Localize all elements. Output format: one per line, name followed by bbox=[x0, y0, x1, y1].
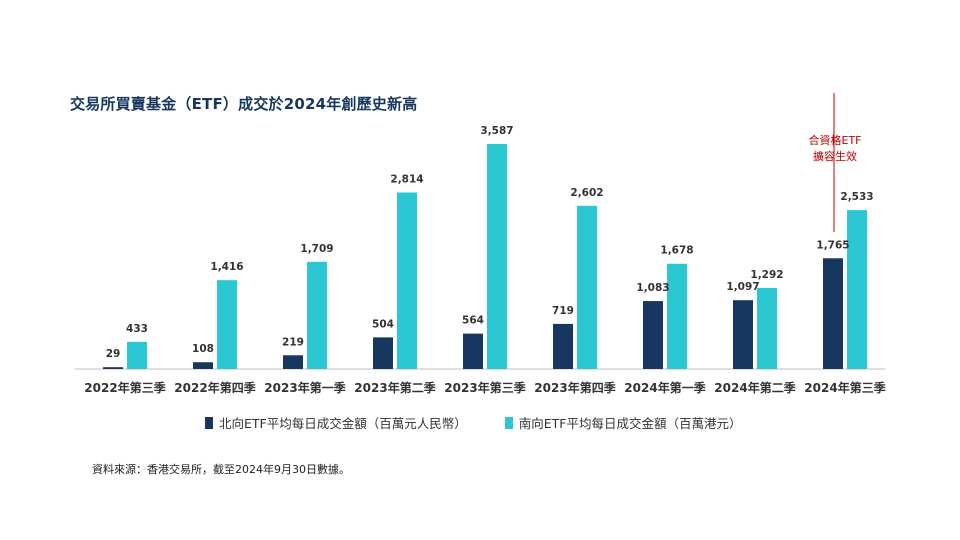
southbound-bar bbox=[847, 210, 867, 369]
chart-legend: 北向ETF平均每日成交金額（百萬元人民幣） 南向ETF平均每日成交金額（百萬港元… bbox=[205, 413, 741, 432]
legend-label-southbound: 南向ETF平均每日成交金額（百萬港元） bbox=[518, 416, 742, 431]
legend-swatch-southbound bbox=[504, 416, 513, 429]
southbound-bar bbox=[217, 280, 237, 369]
southbound-data-label: 1,678 bbox=[660, 245, 693, 257]
source-note: 資料來源：香港交易所，截至2024年9月30日數據。 bbox=[92, 463, 350, 476]
northbound-data-label: 108 bbox=[192, 343, 214, 355]
southbound-data-label: 433 bbox=[126, 323, 148, 335]
southbound-bar bbox=[127, 341, 147, 369]
x-tick-label: 2023年第一季 bbox=[264, 380, 346, 395]
southbound-data-label: 2,533 bbox=[840, 191, 873, 203]
southbound-data-label: 2,602 bbox=[570, 187, 603, 199]
x-tick-label: 2024年第二季 bbox=[714, 380, 796, 395]
northbound-data-label: 719 bbox=[552, 305, 574, 317]
southbound-bar bbox=[487, 144, 507, 369]
x-tick-label: 2022年第三季 bbox=[84, 380, 166, 395]
legend-label-northbound: 北向ETF平均每日成交金額（百萬元人民幣） bbox=[219, 416, 467, 431]
southbound-data-label: 1,709 bbox=[300, 243, 333, 255]
annotation-line1: 合資格ETF bbox=[808, 134, 862, 147]
northbound-data-label: 504 bbox=[372, 318, 394, 330]
legend-swatch-northbound bbox=[205, 416, 213, 429]
northbound-data-label: 564 bbox=[462, 315, 484, 327]
southbound-bar bbox=[667, 263, 687, 369]
southbound-data-label: 1,292 bbox=[750, 269, 783, 281]
southbound-data-label: 1,416 bbox=[210, 261, 243, 273]
southbound-data-label: 2,814 bbox=[390, 173, 423, 185]
x-tick-label: 2023年第三季 bbox=[444, 380, 526, 395]
northbound-bar bbox=[373, 337, 393, 369]
annotation-label: 合資格ETF 擴容生效 bbox=[790, 133, 880, 165]
northbound-bar bbox=[193, 362, 213, 369]
northbound-data-label: 1,097 bbox=[726, 281, 759, 293]
x-tick-label: 2024年第一季 bbox=[624, 380, 706, 395]
northbound-bar bbox=[463, 333, 483, 369]
southbound-bar bbox=[307, 261, 327, 369]
northbound-bar bbox=[733, 300, 753, 369]
x-tick-label: 2023年第四季 bbox=[534, 380, 616, 395]
chart-title: 交易所買賣基金（ETF）成交於2024年創歷史新高 bbox=[70, 95, 418, 113]
northbound-bar bbox=[643, 301, 663, 369]
southbound-data-label: 3,587 bbox=[480, 125, 513, 137]
northbound-data-label: 29 bbox=[106, 348, 121, 360]
x-tick-label: 2024年第三季 bbox=[804, 380, 886, 395]
legend-item-southbound: 南向ETF平均每日成交金額（百萬港元） bbox=[504, 413, 742, 432]
northbound-bar bbox=[553, 323, 573, 369]
annotation-line2: 擴容生效 bbox=[813, 150, 857, 163]
northbound-bar bbox=[823, 258, 843, 369]
southbound-bar bbox=[397, 192, 417, 369]
legend-item-northbound: 北向ETF平均每日成交金額（百萬元人民幣） bbox=[205, 413, 467, 432]
northbound-bar bbox=[103, 367, 123, 369]
southbound-bar bbox=[577, 205, 597, 369]
southbound-bar bbox=[757, 287, 777, 369]
x-tick-label: 2023年第二季 bbox=[354, 380, 436, 395]
x-tick-label: 2022年第四季 bbox=[174, 380, 256, 395]
northbound-data-label: 1,083 bbox=[636, 282, 669, 294]
northbound-bar bbox=[283, 355, 303, 369]
northbound-data-label: 219 bbox=[282, 336, 304, 348]
northbound-data-label: 1,765 bbox=[816, 239, 849, 251]
